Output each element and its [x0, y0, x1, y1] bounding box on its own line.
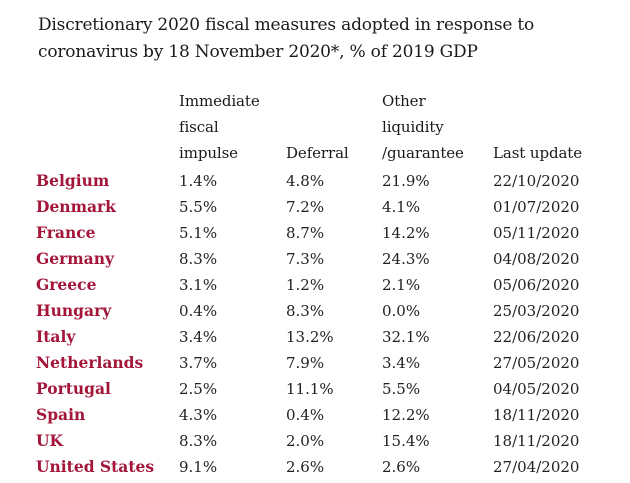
chart-title: Discretionary 2020 fiscal measures adopt… [38, 12, 623, 66]
other-liquidity-guarantee-cell: 2.6% [382, 458, 421, 476]
other-liquidity-guarantee-cell: 5.5% [382, 380, 421, 398]
immediate-fiscal-impulse-cell: 5.1% [179, 224, 218, 242]
deferral-cell: 1.2% [286, 276, 325, 294]
deferral-cell: 8.3% [286, 302, 325, 320]
header-other-liquidity-guarantee: Other liquidity /guarantee [382, 88, 493, 168]
header-impulse-line-2: fiscal [179, 118, 219, 136]
immediate-fiscal-impulse-cell: 4.3% [179, 406, 218, 424]
table-row: Hungary 0.4% 8.3% 0.0% 25/03/2020 [36, 298, 613, 324]
table-row: Greece 3.1% 1.2% 2.1% 05/06/2020 [36, 272, 613, 298]
country-cell: France [36, 223, 96, 242]
last-update-cell: 18/11/2020 [493, 432, 580, 450]
immediate-fiscal-impulse-cell: 2.5% [179, 380, 218, 398]
table-row: Italy 3.4% 13.2% 32.1% 22/06/2020 [36, 324, 613, 350]
header-impulse-line-3: impulse [179, 144, 238, 162]
header-last-update-line-1: Last update [493, 144, 583, 162]
table-row: Portugal 2.5% 11.1% 5.5% 04/05/2020 [36, 376, 613, 402]
chart-title-line-2: coronavirus by 18 November 2020*, % of 2… [38, 42, 478, 62]
other-liquidity-guarantee-cell: 12.2% [382, 406, 430, 424]
country-cell: Hungary [36, 301, 112, 320]
country-cell: UK [36, 431, 63, 450]
header-liquidity-line-3: /guarantee [382, 144, 464, 162]
header-deferral: Deferral [286, 88, 382, 168]
other-liquidity-guarantee-cell: 24.3% [382, 250, 430, 268]
country-cell: United States [36, 457, 155, 476]
immediate-fiscal-impulse-cell: 9.1% [179, 458, 218, 476]
last-update-cell: 25/03/2020 [493, 302, 580, 320]
deferral-cell: 4.8% [286, 172, 325, 190]
last-update-cell: 27/05/2020 [493, 354, 580, 372]
table-row: Denmark 5.5% 7.2% 4.1% 01/07/2020 [36, 194, 613, 220]
other-liquidity-guarantee-cell: 4.1% [382, 198, 421, 216]
table-row: France 5.1% 8.7% 14.2% 05/11/2020 [36, 220, 613, 246]
chart-title-line-1: Discretionary 2020 fiscal measures adopt… [38, 15, 535, 35]
deferral-cell: 13.2% [286, 328, 334, 346]
table-body: Belgium 1.4% 4.8% 21.9% 22/10/2020 Denmark 5.5… [36, 168, 613, 480]
header-liquidity-line-2: liquidity [382, 118, 444, 136]
last-update-cell: 27/04/2020 [493, 458, 580, 476]
country-cell: Portugal [36, 379, 111, 398]
fiscal-measures-table: Immediate fiscal impulse Deferral Other … [36, 88, 613, 480]
last-update-cell: 04/05/2020 [493, 380, 580, 398]
immediate-fiscal-impulse-cell: 1.4% [179, 172, 218, 190]
other-liquidity-guarantee-cell: 14.2% [382, 224, 430, 242]
last-update-cell: 05/11/2020 [493, 224, 580, 242]
other-liquidity-guarantee-cell: 2.1% [382, 276, 421, 294]
deferral-cell: 2.0% [286, 432, 325, 450]
immediate-fiscal-impulse-cell: 3.1% [179, 276, 218, 294]
immediate-fiscal-impulse-cell: 8.3% [179, 432, 218, 450]
immediate-fiscal-impulse-cell: 5.5% [179, 198, 218, 216]
table-row: Belgium 1.4% 4.8% 21.9% 22/10/2020 [36, 168, 613, 194]
last-update-cell: 05/06/2020 [493, 276, 580, 294]
table-row: Netherlands 3.7% 7.9% 3.4% 27/05/2020 [36, 350, 613, 376]
country-cell: Belgium [36, 171, 110, 190]
deferral-cell: 7.9% [286, 354, 325, 372]
other-liquidity-guarantee-cell: 15.4% [382, 432, 430, 450]
country-cell: Spain [36, 405, 86, 424]
country-cell: Germany [36, 249, 114, 268]
last-update-cell: 22/06/2020 [493, 328, 580, 346]
last-update-cell: 22/10/2020 [493, 172, 580, 190]
other-liquidity-guarantee-cell: 0.0% [382, 302, 421, 320]
table-row: United States 9.1% 2.6% 2.6% 27/04/2020 [36, 454, 613, 480]
immediate-fiscal-impulse-cell: 8.3% [179, 250, 218, 268]
last-update-cell: 04/08/2020 [493, 250, 580, 268]
table-row: Germany 8.3% 7.3% 24.3% 04/08/2020 [36, 246, 613, 272]
immediate-fiscal-impulse-cell: 3.4% [179, 328, 218, 346]
country-cell: Netherlands [36, 353, 144, 372]
header-impulse-line-1: Immediate [179, 92, 260, 110]
header-last-update: Last update [493, 88, 613, 168]
last-update-cell: 01/07/2020 [493, 198, 580, 216]
other-liquidity-guarantee-cell: 3.4% [382, 354, 421, 372]
immediate-fiscal-impulse-cell: 3.7% [179, 354, 218, 372]
deferral-cell: 7.2% [286, 198, 325, 216]
deferral-cell: 7.3% [286, 250, 325, 268]
header-liquidity-line-1: Other [382, 92, 426, 110]
country-cell: Denmark [36, 197, 116, 216]
country-cell: Greece [36, 275, 97, 294]
header-immediate-fiscal-impulse: Immediate fiscal impulse [179, 88, 286, 168]
deferral-cell: 0.4% [286, 406, 325, 424]
immediate-fiscal-impulse-cell: 0.4% [179, 302, 218, 320]
last-update-cell: 18/11/2020 [493, 406, 580, 424]
header-country [36, 88, 179, 168]
deferral-cell: 2.6% [286, 458, 325, 476]
other-liquidity-guarantee-cell: 21.9% [382, 172, 430, 190]
other-liquidity-guarantee-cell: 32.1% [382, 328, 430, 346]
country-cell: Italy [36, 327, 76, 346]
deferral-cell: 11.1% [286, 380, 334, 398]
table-row: Spain 4.3% 0.4% 12.2% 18/11/2020 [36, 402, 613, 428]
table-row: UK 8.3% 2.0% 15.4% 18/11/2020 [36, 428, 613, 454]
header-row: Immediate fiscal impulse Deferral Other … [36, 88, 613, 168]
header-deferral-line-1: Deferral [286, 144, 349, 162]
deferral-cell: 8.7% [286, 224, 325, 242]
